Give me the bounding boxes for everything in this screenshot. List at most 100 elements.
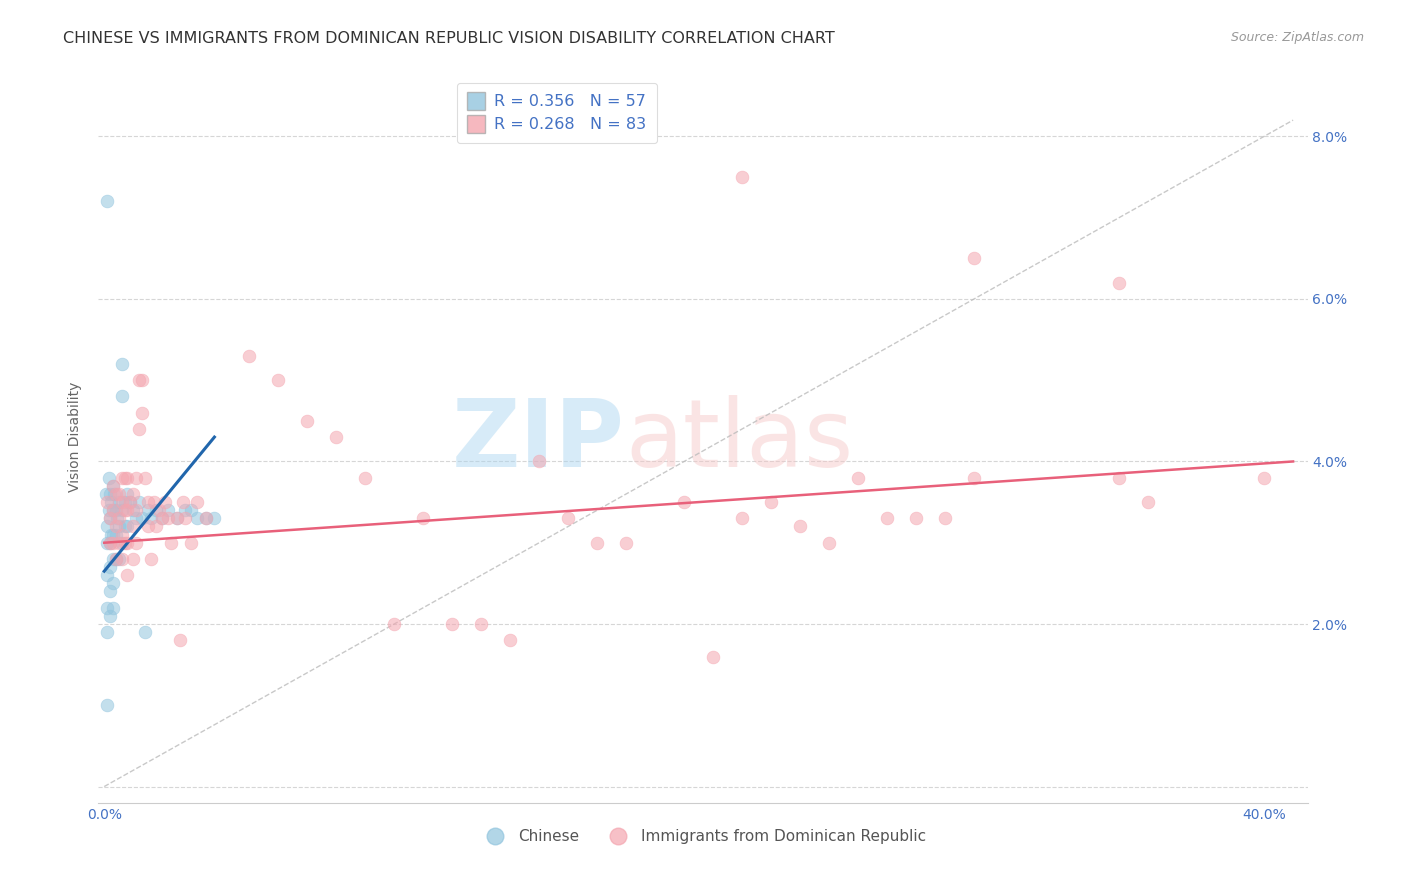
Point: [125, 471, 148, 485]
Point: [110, 357, 132, 371]
Point: [731, 169, 754, 184]
Point: [180, 535, 202, 549]
Point: [238, 349, 260, 363]
Point: [156, 511, 179, 525]
Point: [122, 487, 145, 501]
Point: [1108, 276, 1130, 290]
Point: [104, 552, 127, 566]
Point: [166, 511, 188, 525]
Point: [122, 552, 145, 566]
Point: [128, 422, 150, 436]
Point: [139, 552, 162, 566]
Point: [110, 535, 132, 549]
Point: [441, 617, 464, 632]
Text: ZIP: ZIP: [451, 395, 624, 487]
Point: [134, 625, 156, 640]
Point: [117, 568, 139, 582]
Point: [142, 495, 165, 509]
Point: [117, 503, 139, 517]
Point: [122, 503, 145, 517]
Point: [963, 471, 986, 485]
Point: [131, 406, 153, 420]
Y-axis label: Vision Disability: Vision Disability: [69, 382, 83, 492]
Point: [174, 511, 197, 525]
Point: [150, 511, 173, 525]
Point: [114, 471, 136, 485]
Point: [125, 503, 148, 517]
Point: [172, 495, 194, 509]
Point: [96, 535, 118, 549]
Point: [134, 471, 156, 485]
Point: [150, 511, 173, 525]
Point: [97, 471, 120, 485]
Point: [499, 633, 522, 648]
Point: [136, 503, 159, 517]
Point: [97, 503, 120, 517]
Point: [120, 495, 142, 509]
Point: [101, 527, 124, 541]
Point: [98, 511, 121, 525]
Point: [104, 487, 127, 501]
Point: [702, 649, 724, 664]
Point: [101, 503, 124, 517]
Point: [114, 519, 136, 533]
Point: [105, 511, 128, 525]
Point: [107, 495, 129, 509]
Point: [731, 511, 754, 525]
Point: [117, 487, 139, 501]
Point: [382, 617, 405, 632]
Point: [295, 414, 318, 428]
Point: [104, 527, 127, 541]
Point: [120, 495, 142, 509]
Point: [325, 430, 347, 444]
Point: [98, 608, 121, 623]
Point: [101, 552, 124, 566]
Point: [98, 511, 121, 525]
Point: [139, 511, 162, 525]
Point: [156, 503, 179, 517]
Point: [96, 568, 118, 582]
Point: [101, 576, 124, 591]
Point: [202, 511, 225, 525]
Point: [98, 487, 121, 501]
Point: [117, 471, 139, 485]
Point: [905, 511, 928, 525]
Point: [1108, 471, 1130, 485]
Point: [557, 511, 579, 525]
Point: [166, 511, 188, 525]
Point: [186, 511, 208, 525]
Point: [673, 495, 696, 509]
Point: [110, 527, 132, 541]
Point: [963, 252, 986, 266]
Point: [354, 471, 377, 485]
Point: [934, 511, 956, 525]
Point: [96, 625, 118, 640]
Legend: Chinese, Immigrants from Dominican Republic: Chinese, Immigrants from Dominican Repub…: [474, 822, 932, 850]
Point: [100, 495, 122, 509]
Point: [876, 511, 898, 525]
Point: [96, 600, 118, 615]
Point: [789, 519, 811, 533]
Point: [104, 552, 127, 566]
Point: [104, 519, 127, 533]
Point: [100, 527, 122, 541]
Point: [101, 600, 124, 615]
Point: [153, 495, 176, 509]
Point: [98, 535, 121, 549]
Point: [98, 584, 121, 599]
Point: [107, 487, 129, 501]
Point: [1137, 495, 1160, 509]
Point: [110, 503, 132, 517]
Point: [101, 479, 124, 493]
Point: [98, 560, 121, 574]
Point: [101, 535, 124, 549]
Point: [114, 535, 136, 549]
Point: [1253, 471, 1275, 485]
Point: [104, 503, 127, 517]
Point: [96, 519, 118, 533]
Point: [96, 698, 118, 713]
Point: [107, 535, 129, 549]
Point: [818, 535, 841, 549]
Point: [128, 373, 150, 387]
Point: [110, 495, 132, 509]
